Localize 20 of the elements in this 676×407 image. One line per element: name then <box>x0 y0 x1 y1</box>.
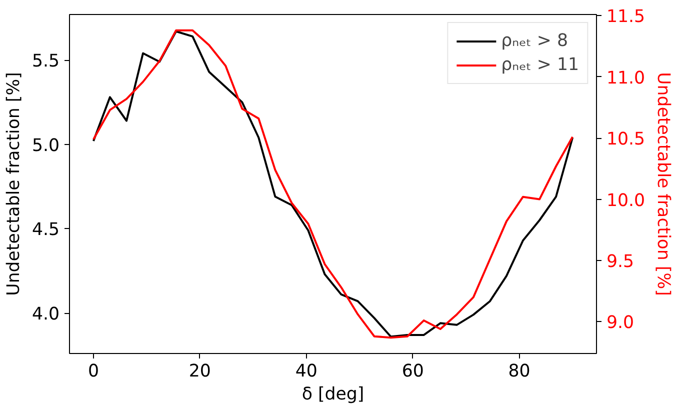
x-axis-title: δ [deg] <box>302 384 364 404</box>
y2-axis-title: Undetectable fraction [%] <box>653 72 674 296</box>
y2-tick-label: 9.5 <box>606 252 634 272</box>
legend-label: ρₙₑₜ > 11 <box>501 55 579 75</box>
y2-tick-label: 11.5 <box>606 7 646 28</box>
y2-tick-label: 10.5 <box>606 130 646 150</box>
x-tick-label: 80 <box>508 362 530 382</box>
x-tick-label: 0 <box>88 362 99 382</box>
y-tick-label: 4.0 <box>32 304 60 325</box>
x-tick-label: 60 <box>402 362 424 382</box>
y-tick-label: 5.5 <box>32 52 60 72</box>
y-tick-label: 4.5 <box>32 220 60 240</box>
y-axis-title: Undetectable fraction [%] <box>4 72 24 296</box>
y2-tick-label: 10.0 <box>606 190 646 211</box>
y2-tick-label: 11.0 <box>606 68 646 88</box>
x-tick-label: 20 <box>188 362 211 382</box>
legend-label: ρₙₑₜ > 8 <box>501 31 568 51</box>
y-tick-label: 5.0 <box>32 136 60 156</box>
x-tick-label: 40 <box>295 362 318 382</box>
y2-tick-label: 9.0 <box>606 313 634 334</box>
